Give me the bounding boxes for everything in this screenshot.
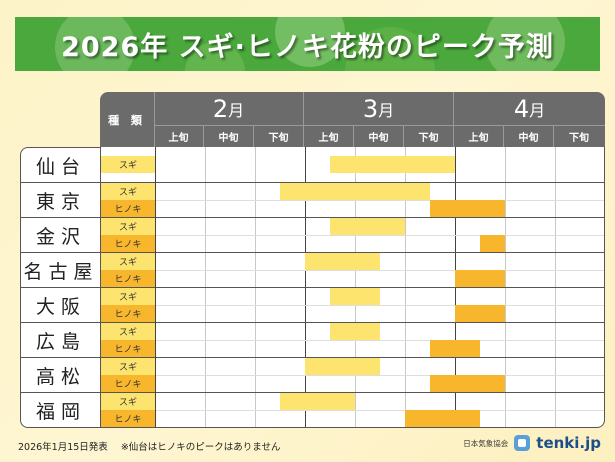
- type-column-divider: [155, 147, 156, 427]
- hinoki-peak-bar: [430, 340, 480, 357]
- type-label-sugi: スギ: [101, 288, 155, 305]
- publish-date: 2026年1月15日発表: [18, 442, 108, 453]
- type-label-hinoki: ヒノキ: [101, 410, 155, 427]
- row-subdivider: [155, 235, 604, 236]
- city-label: 高松: [21, 358, 101, 393]
- org-name: 日本気象協会: [463, 438, 509, 448]
- row-subdivider: [155, 340, 604, 341]
- type-label-sugi: スギ: [101, 393, 155, 410]
- dekad-header: 中旬: [354, 126, 404, 147]
- brand-name: tenki.jp: [536, 434, 601, 452]
- hinoki-peak-bar: [430, 200, 505, 217]
- row-divider: [101, 182, 604, 183]
- chart-title: 2026年 スギ·ヒノキ花粉のピーク予測: [61, 31, 554, 63]
- brand: 日本気象協会 tenki.jp: [463, 434, 601, 452]
- hinoki-peak-bar: [430, 375, 505, 392]
- type-label-sugi: スギ: [101, 358, 155, 375]
- type-label-sugi: スギ: [101, 323, 155, 340]
- tenki-logo-icon: [514, 435, 531, 451]
- city-label: 福岡: [35, 401, 86, 423]
- sugi-peak-bar: [330, 323, 380, 340]
- city-label: 金沢: [21, 218, 101, 253]
- type-label-sugi: スギ: [101, 253, 155, 270]
- dekad-header: 下旬: [569, 133, 589, 144]
- type-label-hinoki: ヒノキ: [101, 270, 155, 287]
- dekad-header: 下旬: [254, 126, 304, 147]
- dekad-header: 中旬: [204, 126, 254, 147]
- dekad-header: 下旬: [404, 126, 454, 147]
- dekad-header: 上旬: [454, 126, 504, 147]
- city-label: 名古屋: [21, 253, 101, 288]
- sugi-peak-bar: [330, 218, 405, 235]
- row-divider: [101, 252, 604, 253]
- peak-grid: スギ スギ ヒノキ スギ ヒノキ スギ ヒノキ スギ ヒノキ スギ ヒノキ スギ ヒノキ スギ ヒノキ: [100, 147, 605, 428]
- sugi-peak-bar: [305, 253, 380, 270]
- type-label-hinoki: ヒノキ: [101, 235, 155, 252]
- row-subdivider: [155, 375, 604, 376]
- hinoki-peak-bar: [455, 305, 505, 322]
- dekad-header: 上旬: [154, 126, 204, 147]
- city-label: 仙台: [21, 148, 101, 183]
- sugi-peak-bar: [280, 183, 430, 200]
- footer-notes: 2026年1月15日発表 ※仙台はヒノキのピークはありません: [18, 439, 291, 453]
- row-divider: [101, 287, 604, 288]
- row-subdivider: [155, 410, 604, 411]
- type-label-hinoki: ヒノキ: [101, 375, 155, 392]
- row-subdivider: [155, 270, 604, 271]
- sugi-peak-bar: [330, 156, 455, 173]
- type-label-hinoki: ヒノキ: [101, 305, 155, 322]
- city-label: 広島: [21, 323, 101, 358]
- dekad-header: 上旬: [304, 126, 354, 147]
- type-label-sugi: スギ: [101, 183, 155, 200]
- hinoki-peak-bar: [480, 235, 505, 252]
- hinoki-peak-bar: [455, 270, 505, 287]
- city-column: 仙台 東京 金沢 名古屋 大阪 広島 高松福岡: [20, 147, 101, 428]
- type-label-sugi: スギ: [101, 218, 155, 235]
- city-label: 東京: [21, 183, 101, 218]
- sugi-peak-bar: [280, 393, 355, 410]
- row-divider: [101, 357, 604, 358]
- row-divider: [101, 392, 604, 393]
- type-label-hinoki: ヒノキ: [101, 200, 155, 217]
- type-column-header: 種 類: [100, 92, 155, 147]
- dekad-header: 中旬: [504, 126, 554, 147]
- row-subdivider: [155, 200, 604, 201]
- sugi-peak-bar: [305, 358, 380, 375]
- footnote: ※仙台はヒノキのピークはありません: [120, 442, 281, 453]
- type-label-hinoki: ヒノキ: [101, 340, 155, 357]
- hinoki-peak-bar: [405, 410, 480, 427]
- city-label: 大阪: [21, 288, 101, 323]
- type-label-sugi: スギ: [101, 156, 155, 173]
- sugi-peak-bar: [330, 288, 380, 305]
- title-banner: 2026年 スギ·ヒノキ花粉のピーク予測: [15, 17, 600, 71]
- row-divider: [101, 217, 604, 218]
- row-divider: [101, 322, 604, 323]
- row-subdivider: [155, 305, 604, 306]
